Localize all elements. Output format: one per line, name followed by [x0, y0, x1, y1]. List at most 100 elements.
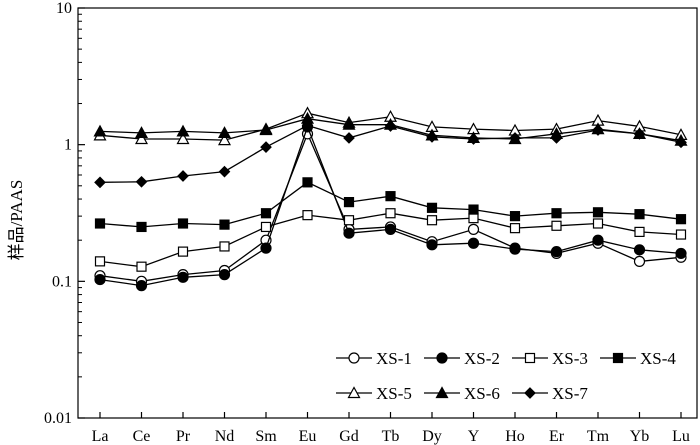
- data-point-XS-4-Y: [468, 204, 479, 215]
- data-point-XS-4-Lu: [675, 214, 687, 225]
- data-point-XS-3-Gd: [343, 215, 355, 226]
- plot-frame: [77, 7, 698, 419]
- y-tick-label-0.1: 0.1: [52, 273, 72, 290]
- plot-area: [93, 106, 688, 292]
- data-point-XS-2-Yb: [633, 244, 646, 256]
- data-point-XS-2-Ce: [135, 280, 148, 292]
- data-point-XS-3-Er: [551, 220, 562, 231]
- data-point-XS-3-Eu: [302, 210, 313, 221]
- y-tick-label-10: 10: [56, 0, 72, 17]
- legend-item-XS-3: XS-3: [512, 349, 588, 368]
- data-point-XS-7-Lu: [675, 136, 687, 149]
- legend: XS-1 XS-2 XS-3 XS-4 XS-5 XS-6 XS-7: [336, 349, 676, 403]
- data-point-XS-7-Nd: [218, 165, 231, 178]
- data-point-XS-7-Eu: [301, 119, 314, 132]
- legend-item-XS-7: XS-7: [512, 384, 588, 403]
- x-tick-label-Tm: Tm: [587, 428, 610, 445]
- y-axis: 0.01 0.1 1 10: [44, 0, 85, 427]
- axes: 0.01 0.1 1 10 La Ce Pr Nd Sm Eu Gd Tb Dy Y Ho Er Tm Yb Lu 样…: [7, 0, 698, 445]
- legend-item-XS-1: XS-1: [336, 349, 412, 368]
- x-tick-label-Yb: Yb: [630, 428, 650, 445]
- x-tick-label-Sm: Sm: [255, 428, 277, 445]
- data-point-XS-2-Tm: [592, 234, 604, 246]
- x-tick-label-Ho: Ho: [505, 428, 525, 445]
- data-point-XS-3-Tb: [385, 208, 396, 219]
- data-point-XS-7-Y: [467, 133, 480, 145]
- data-point-XS-6-Gd: [342, 117, 356, 130]
- y-tick-label-0.01: 0.01: [44, 410, 72, 427]
- data-point-XS-4-Yb: [634, 209, 645, 220]
- data-point-XS-2-Tb: [384, 223, 397, 235]
- data-point-XS-4-Dy: [426, 202, 438, 213]
- data-point-XS-6-Nd: [217, 126, 232, 138]
- data-point-XS-6-Pr: [176, 124, 190, 137]
- data-point-XS-3-Lu: [675, 229, 687, 240]
- series-XS-7: [94, 119, 687, 189]
- x-tick-label-Tb: Tb: [382, 428, 400, 445]
- legend-item-XS-4: XS-4: [600, 349, 676, 368]
- legend-marker-XS-5: [347, 386, 361, 399]
- legend-label-XS-1: XS-1: [376, 349, 412, 368]
- legend-label-XS-7: XS-7: [552, 384, 588, 403]
- data-point-XS-4-Tb: [385, 191, 396, 202]
- legend-marker-XS-1: [348, 352, 360, 364]
- data-point-XS-5-Ce: [134, 132, 149, 145]
- series-line-XS-2: [99, 125, 682, 287]
- data-point-XS-4-Gd: [343, 196, 355, 208]
- data-point-XS-7-Pr: [177, 170, 189, 182]
- data-point-XS-7-Tm: [592, 124, 604, 136]
- y-tick-label-1: 1: [64, 137, 72, 154]
- data-point-XS-6-Ce: [134, 126, 149, 138]
- legend-item-XS-5: XS-5: [336, 384, 412, 403]
- x-tick-label-Gd: Gd: [339, 428, 359, 445]
- data-point-XS-4-Tm: [592, 207, 604, 218]
- data-point-XS-7-Sm: [260, 141, 272, 153]
- data-point-XS-3-Pr: [177, 246, 189, 257]
- x-tick-label-Y: Y: [468, 428, 480, 445]
- legend-marker-XS-2: [436, 352, 448, 364]
- data-point-XS-7-Gd: [343, 132, 355, 144]
- data-point-XS-4-La: [94, 218, 106, 229]
- data-point-XS-3-Tm: [592, 218, 604, 229]
- x-tick-label-Nd: Nd: [215, 428, 235, 445]
- series-XS-4: [94, 177, 687, 233]
- data-point-XS-1-Yb: [633, 255, 646, 267]
- data-point-XS-7-Er: [550, 132, 563, 144]
- legend-label-XS-5: XS-5: [376, 384, 412, 403]
- data-point-XS-3-Sm: [260, 221, 272, 233]
- legend-marker-XS-3: [524, 352, 536, 364]
- legend-marker-XS-7: [524, 387, 536, 399]
- data-point-XS-2-Dy: [426, 239, 438, 251]
- data-point-XS-5-Nd: [217, 133, 232, 146]
- data-point-XS-7-Ce: [135, 175, 148, 188]
- x-tick-label-Er: Er: [549, 428, 565, 445]
- data-point-XS-2-Y: [467, 237, 480, 249]
- legend-label-XS-4: XS-4: [640, 349, 676, 368]
- series-XS-3: [94, 208, 687, 272]
- legend-label-XS-3: XS-3: [552, 349, 588, 368]
- data-point-XS-2-Gd: [343, 227, 355, 239]
- data-point-XS-7-Dy: [426, 131, 438, 143]
- data-point-XS-4-Er: [551, 208, 562, 219]
- data-point-XS-2-Pr: [177, 271, 189, 283]
- legend-label-XS-2: XS-2: [464, 349, 500, 368]
- x-tick-label-Lu: Lu: [672, 428, 690, 445]
- data-point-XS-4-Eu: [302, 177, 313, 188]
- x-tick-label-Dy: Dy: [422, 428, 442, 445]
- legend-marker-XS-6: [435, 386, 449, 399]
- series-XS-2: [94, 121, 687, 292]
- data-point-XS-3-Y: [468, 213, 479, 224]
- data-point-XS-5-Pr: [176, 132, 190, 145]
- x-axis: La Ce Pr Nd Sm Eu Gd Tb Dy Y Ho Er Tm Yb Lu: [92, 412, 690, 445]
- data-point-XS-3-La: [94, 256, 106, 267]
- x-tick-label-Pr: Pr: [176, 428, 191, 445]
- data-point-XS-3-Dy: [426, 215, 438, 226]
- data-point-XS-4-Ho: [509, 211, 521, 222]
- data-point-XS-3-Nd: [219, 241, 230, 252]
- x-tick-label-La: La: [92, 428, 109, 445]
- data-point-XS-4-Nd: [219, 219, 230, 230]
- data-point-XS-4-Ce: [136, 221, 147, 233]
- data-point-XS-3-Ho: [509, 223, 521, 234]
- data-point-XS-2-La: [94, 273, 106, 286]
